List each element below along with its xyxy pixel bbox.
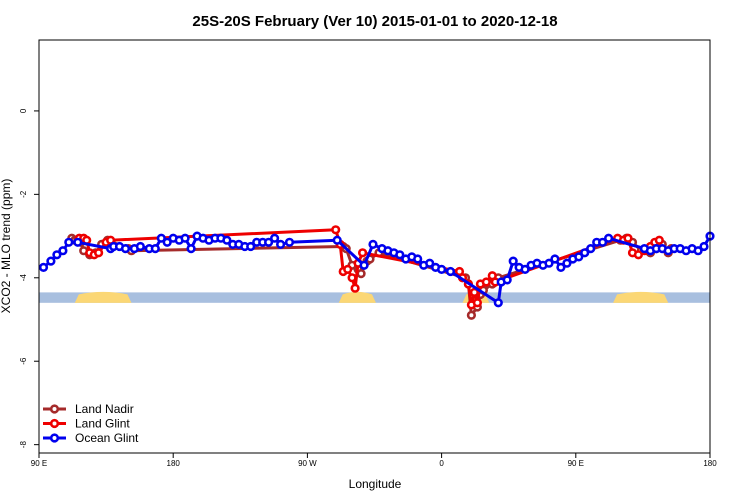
data-point: [332, 235, 342, 245]
y-tick-label: -2: [19, 190, 28, 198]
data-point: [135, 241, 145, 252]
data-point: [64, 237, 74, 247]
data-point: [508, 256, 518, 266]
data-point: [469, 287, 480, 298]
y-tick-label: -8: [19, 441, 28, 449]
data-point: [472, 298, 483, 308]
data-point: [437, 264, 447, 275]
data-point: [493, 298, 503, 308]
data-point: [46, 256, 56, 266]
legend-label: Land Glint: [75, 417, 130, 431]
data-point: [395, 250, 405, 260]
data-point: [150, 244, 160, 254]
data-point: [186, 244, 196, 254]
y-axis: 0 -2 -4 -6 -8: [19, 108, 39, 448]
data-point: [445, 266, 456, 277]
data-point: [520, 264, 530, 275]
data-point: [580, 248, 590, 258]
data-point: [222, 235, 232, 245]
data-point: [425, 258, 435, 268]
y-tick-label: -4: [19, 274, 28, 282]
data-point: [502, 275, 512, 285]
land-segment: [74, 291, 132, 303]
land-ocean-strip: [39, 291, 710, 303]
data-point: [562, 258, 572, 268]
data-point: [264, 237, 274, 247]
legend-label: Ocean Glint: [75, 431, 139, 445]
y-tick-label: 0: [19, 108, 28, 113]
data-point: [180, 233, 190, 243]
legend-item: Land Glint: [43, 417, 130, 431]
data-point: [358, 248, 368, 258]
data-point: [246, 241, 256, 252]
data-point: [574, 252, 584, 262]
series-layer: [38, 225, 715, 320]
data-point: [93, 248, 104, 258]
ocean-strip: [39, 292, 710, 303]
x-tick-label: 180: [703, 459, 717, 468]
data-point: [359, 260, 369, 270]
data-point: [603, 233, 614, 243]
data-point: [331, 225, 341, 235]
data-point: [343, 264, 353, 275]
data-point: [481, 277, 491, 287]
data-point: [270, 233, 280, 243]
data-point: [556, 262, 566, 273]
data-point: [413, 254, 423, 264]
data-point: [544, 258, 554, 268]
y-tick-label: -6: [19, 357, 28, 365]
legend-item: Land Nadir: [43, 402, 134, 416]
data-point: [586, 244, 596, 254]
x-tick-label: 90 E: [568, 459, 584, 468]
legend-marker: [49, 404, 60, 414]
data-point: [73, 237, 83, 247]
data-point: [623, 233, 633, 243]
data-point: [466, 310, 477, 320]
legend-marker: [49, 433, 60, 443]
data-point: [699, 241, 709, 252]
x-tick-label: 180: [167, 459, 181, 468]
land-segment: [338, 291, 376, 303]
data-point: [693, 246, 703, 256]
legend-marker: [49, 418, 60, 429]
y-axis-label: XCO2 - MLO trend (ppm): [0, 179, 13, 314]
data-point: [38, 262, 49, 273]
x-axis: 90 E 180 90 W 0 90 E 180: [31, 453, 717, 468]
x-tick-label: 0: [439, 459, 444, 468]
data-point: [350, 283, 360, 293]
x-tick-label: 90 E: [31, 459, 47, 468]
data-point: [368, 239, 378, 249]
data-point: [597, 237, 608, 247]
x-axis-label: Longitude: [349, 477, 402, 491]
data-point: [284, 237, 295, 247]
data-point: [276, 239, 286, 249]
series-ocean-glint: [38, 231, 715, 308]
data-point: [52, 250, 62, 260]
data-point: [58, 246, 68, 256]
legend-label: Land Nadir: [75, 402, 134, 416]
data-point: [550, 254, 560, 264]
data-point: [156, 233, 166, 243]
plot-frame: [38, 39, 711, 454]
data-point: [347, 273, 357, 283]
chart-title: 25S-20S February (Ver 10) 2015-01-01 to …: [192, 13, 557, 30]
data-point: [162, 237, 172, 247]
legend-item: Ocean Glint: [43, 431, 139, 445]
data-point: [633, 250, 644, 260]
x-tick-label: 90 W: [298, 459, 317, 468]
data-point: [654, 235, 664, 245]
data-point: [120, 244, 131, 254]
land-segment: [613, 291, 669, 303]
data-point: [356, 269, 366, 279]
